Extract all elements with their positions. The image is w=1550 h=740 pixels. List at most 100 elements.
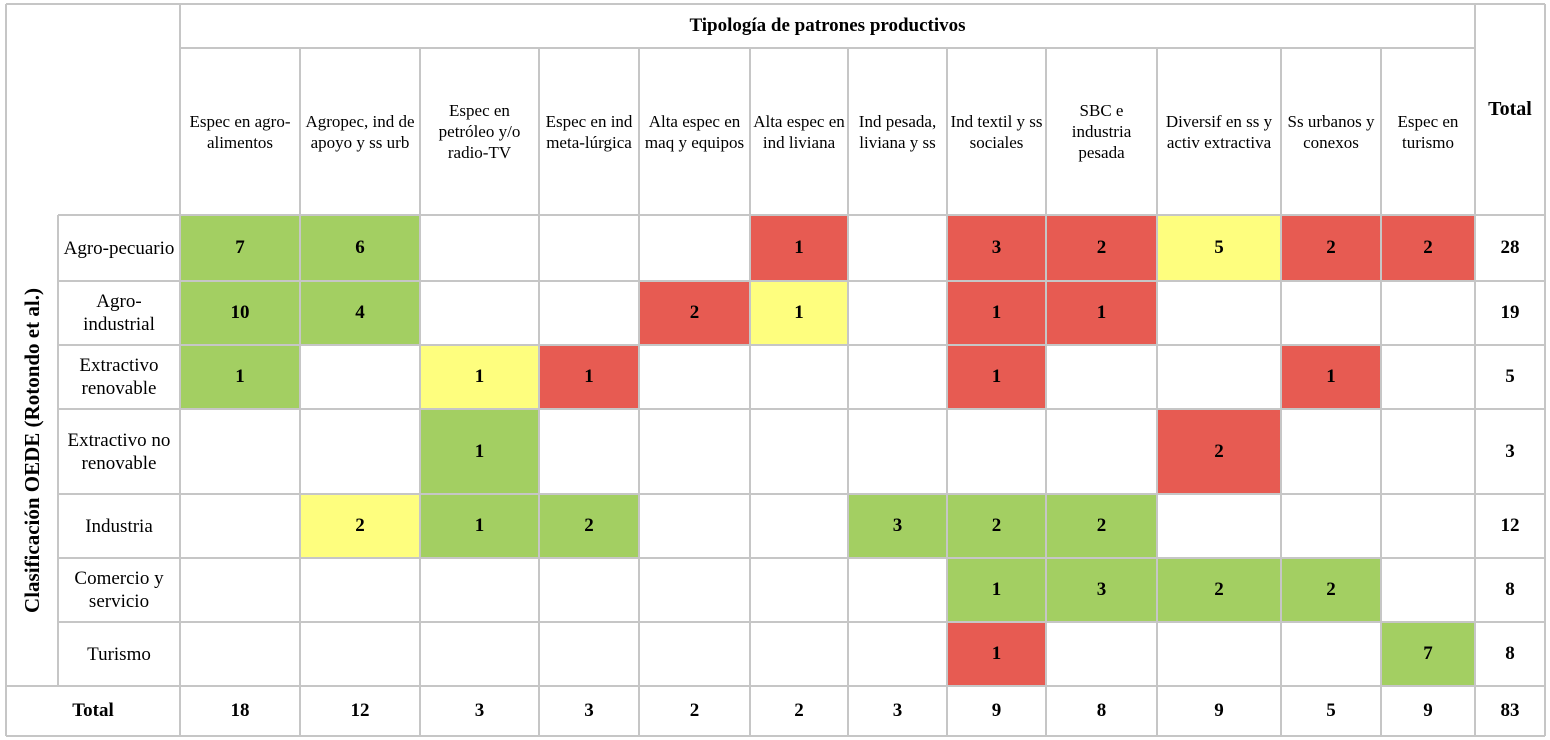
data-cell: 2	[1281, 215, 1381, 281]
totals-row-label: Total	[72, 700, 114, 721]
data-cell: 1	[947, 558, 1046, 622]
data-cell: 1	[750, 215, 848, 281]
column-header: Agropec, ind de apoyo y ss urb	[305, 111, 415, 152]
data-cell	[300, 345, 420, 409]
table-border-top	[6, 3, 1545, 5]
data-cell	[639, 409, 750, 494]
side-axis-label: Clasificación OEDE (Rotondo et al.)	[19, 288, 44, 613]
data-cell	[1281, 622, 1381, 686]
data-cell: 1	[947, 281, 1046, 345]
column-total: 18	[230, 700, 250, 721]
data-cell	[639, 345, 750, 409]
data-cell	[1381, 409, 1475, 494]
data-cell	[1281, 281, 1381, 345]
data-cell	[539, 281, 639, 345]
data-cell	[1046, 622, 1157, 686]
data-cell	[1157, 281, 1281, 345]
total-column-header: Total	[1488, 98, 1532, 120]
data-cell	[1381, 494, 1475, 558]
data-cell: 2	[1046, 215, 1157, 281]
data-cell: 1	[1281, 345, 1381, 409]
total-column-divider	[1474, 4, 1476, 736]
column-total: 9	[991, 700, 1002, 721]
data-cell: 6	[300, 215, 420, 281]
data-cell	[539, 409, 639, 494]
data-cell: 5	[1157, 215, 1281, 281]
row-divider	[58, 214, 1545, 216]
data-cell: 7	[1381, 622, 1475, 686]
row-total: 3	[1505, 440, 1515, 462]
column-divider	[1045, 48, 1047, 736]
data-cell	[848, 622, 947, 686]
row-total: 5	[1505, 366, 1515, 387]
data-cell: 4	[300, 281, 420, 345]
data-cell: 2	[1281, 558, 1381, 622]
data-cell: 1	[750, 281, 848, 345]
data-cell	[1381, 558, 1475, 622]
row-label: Comercio y servicio	[74, 568, 164, 612]
column-total: 5	[1326, 700, 1336, 721]
table-title: Tipología de patrones productivos	[689, 15, 966, 36]
data-cell	[1046, 345, 1157, 409]
row-divider	[58, 408, 1545, 410]
row-divider	[58, 280, 1545, 282]
row-divider	[58, 557, 1545, 559]
data-cell: 3	[1046, 558, 1157, 622]
row-divider	[58, 493, 1545, 495]
row-label: Extractivo renovable	[79, 355, 159, 399]
data-cell	[420, 622, 539, 686]
column-divider	[419, 48, 421, 736]
data-cell	[180, 494, 300, 558]
data-cell	[420, 215, 539, 281]
column-divider	[1280, 48, 1282, 736]
data-cell	[539, 215, 639, 281]
data-cell: 2	[1046, 494, 1157, 558]
table-border-left	[5, 4, 7, 736]
data-cell	[848, 409, 947, 494]
side-label-divider	[57, 215, 59, 686]
data-cell	[848, 281, 947, 345]
data-cell	[848, 215, 947, 281]
column-header: Ss urbanos y conexos	[1287, 111, 1375, 152]
table-border-bottom	[6, 735, 1545, 737]
data-cell: 1	[947, 345, 1046, 409]
data-cell	[639, 622, 750, 686]
column-total: 12	[350, 700, 370, 721]
column-divider	[538, 48, 540, 736]
data-cell	[300, 409, 420, 494]
column-header: Espec en ind meta-lúrgica	[545, 111, 633, 152]
column-header: Diversif en ss y activ extractiva	[1165, 111, 1273, 152]
data-cell: 2	[1381, 215, 1475, 281]
grand-total: 83	[1500, 700, 1520, 721]
column-header: Ind textil y ss sociales	[950, 111, 1043, 152]
data-cell	[1157, 494, 1281, 558]
data-cell	[848, 558, 947, 622]
side-label-cell: Clasificación OEDE (Rotondo et al.)	[6, 215, 58, 686]
data-cell: 3	[947, 215, 1046, 281]
data-cell: 2	[539, 494, 639, 558]
data-cell	[180, 409, 300, 494]
column-total: 3	[584, 700, 594, 721]
column-header: SBC e industria pesada	[1071, 101, 1132, 162]
data-cell	[639, 215, 750, 281]
data-cell	[1281, 494, 1381, 558]
data-cell	[848, 345, 947, 409]
data-cell	[947, 409, 1046, 494]
column-total: 2	[794, 700, 804, 721]
row-label: Industria	[85, 515, 153, 537]
data-cell: 2	[947, 494, 1046, 558]
row-label: Extractivo no renovable	[67, 429, 171, 474]
data-cell: 1	[1046, 281, 1157, 345]
data-cell	[750, 494, 848, 558]
data-cell	[539, 558, 639, 622]
data-cell: 10	[180, 281, 300, 345]
column-header: Ind pesada, liviana y ss	[858, 111, 937, 152]
data-cell: 1	[180, 345, 300, 409]
data-cell	[1157, 345, 1281, 409]
data-cell: 3	[848, 494, 947, 558]
data-cell	[639, 494, 750, 558]
data-cell	[750, 345, 848, 409]
data-cell	[750, 558, 848, 622]
column-total: 3	[474, 700, 485, 721]
